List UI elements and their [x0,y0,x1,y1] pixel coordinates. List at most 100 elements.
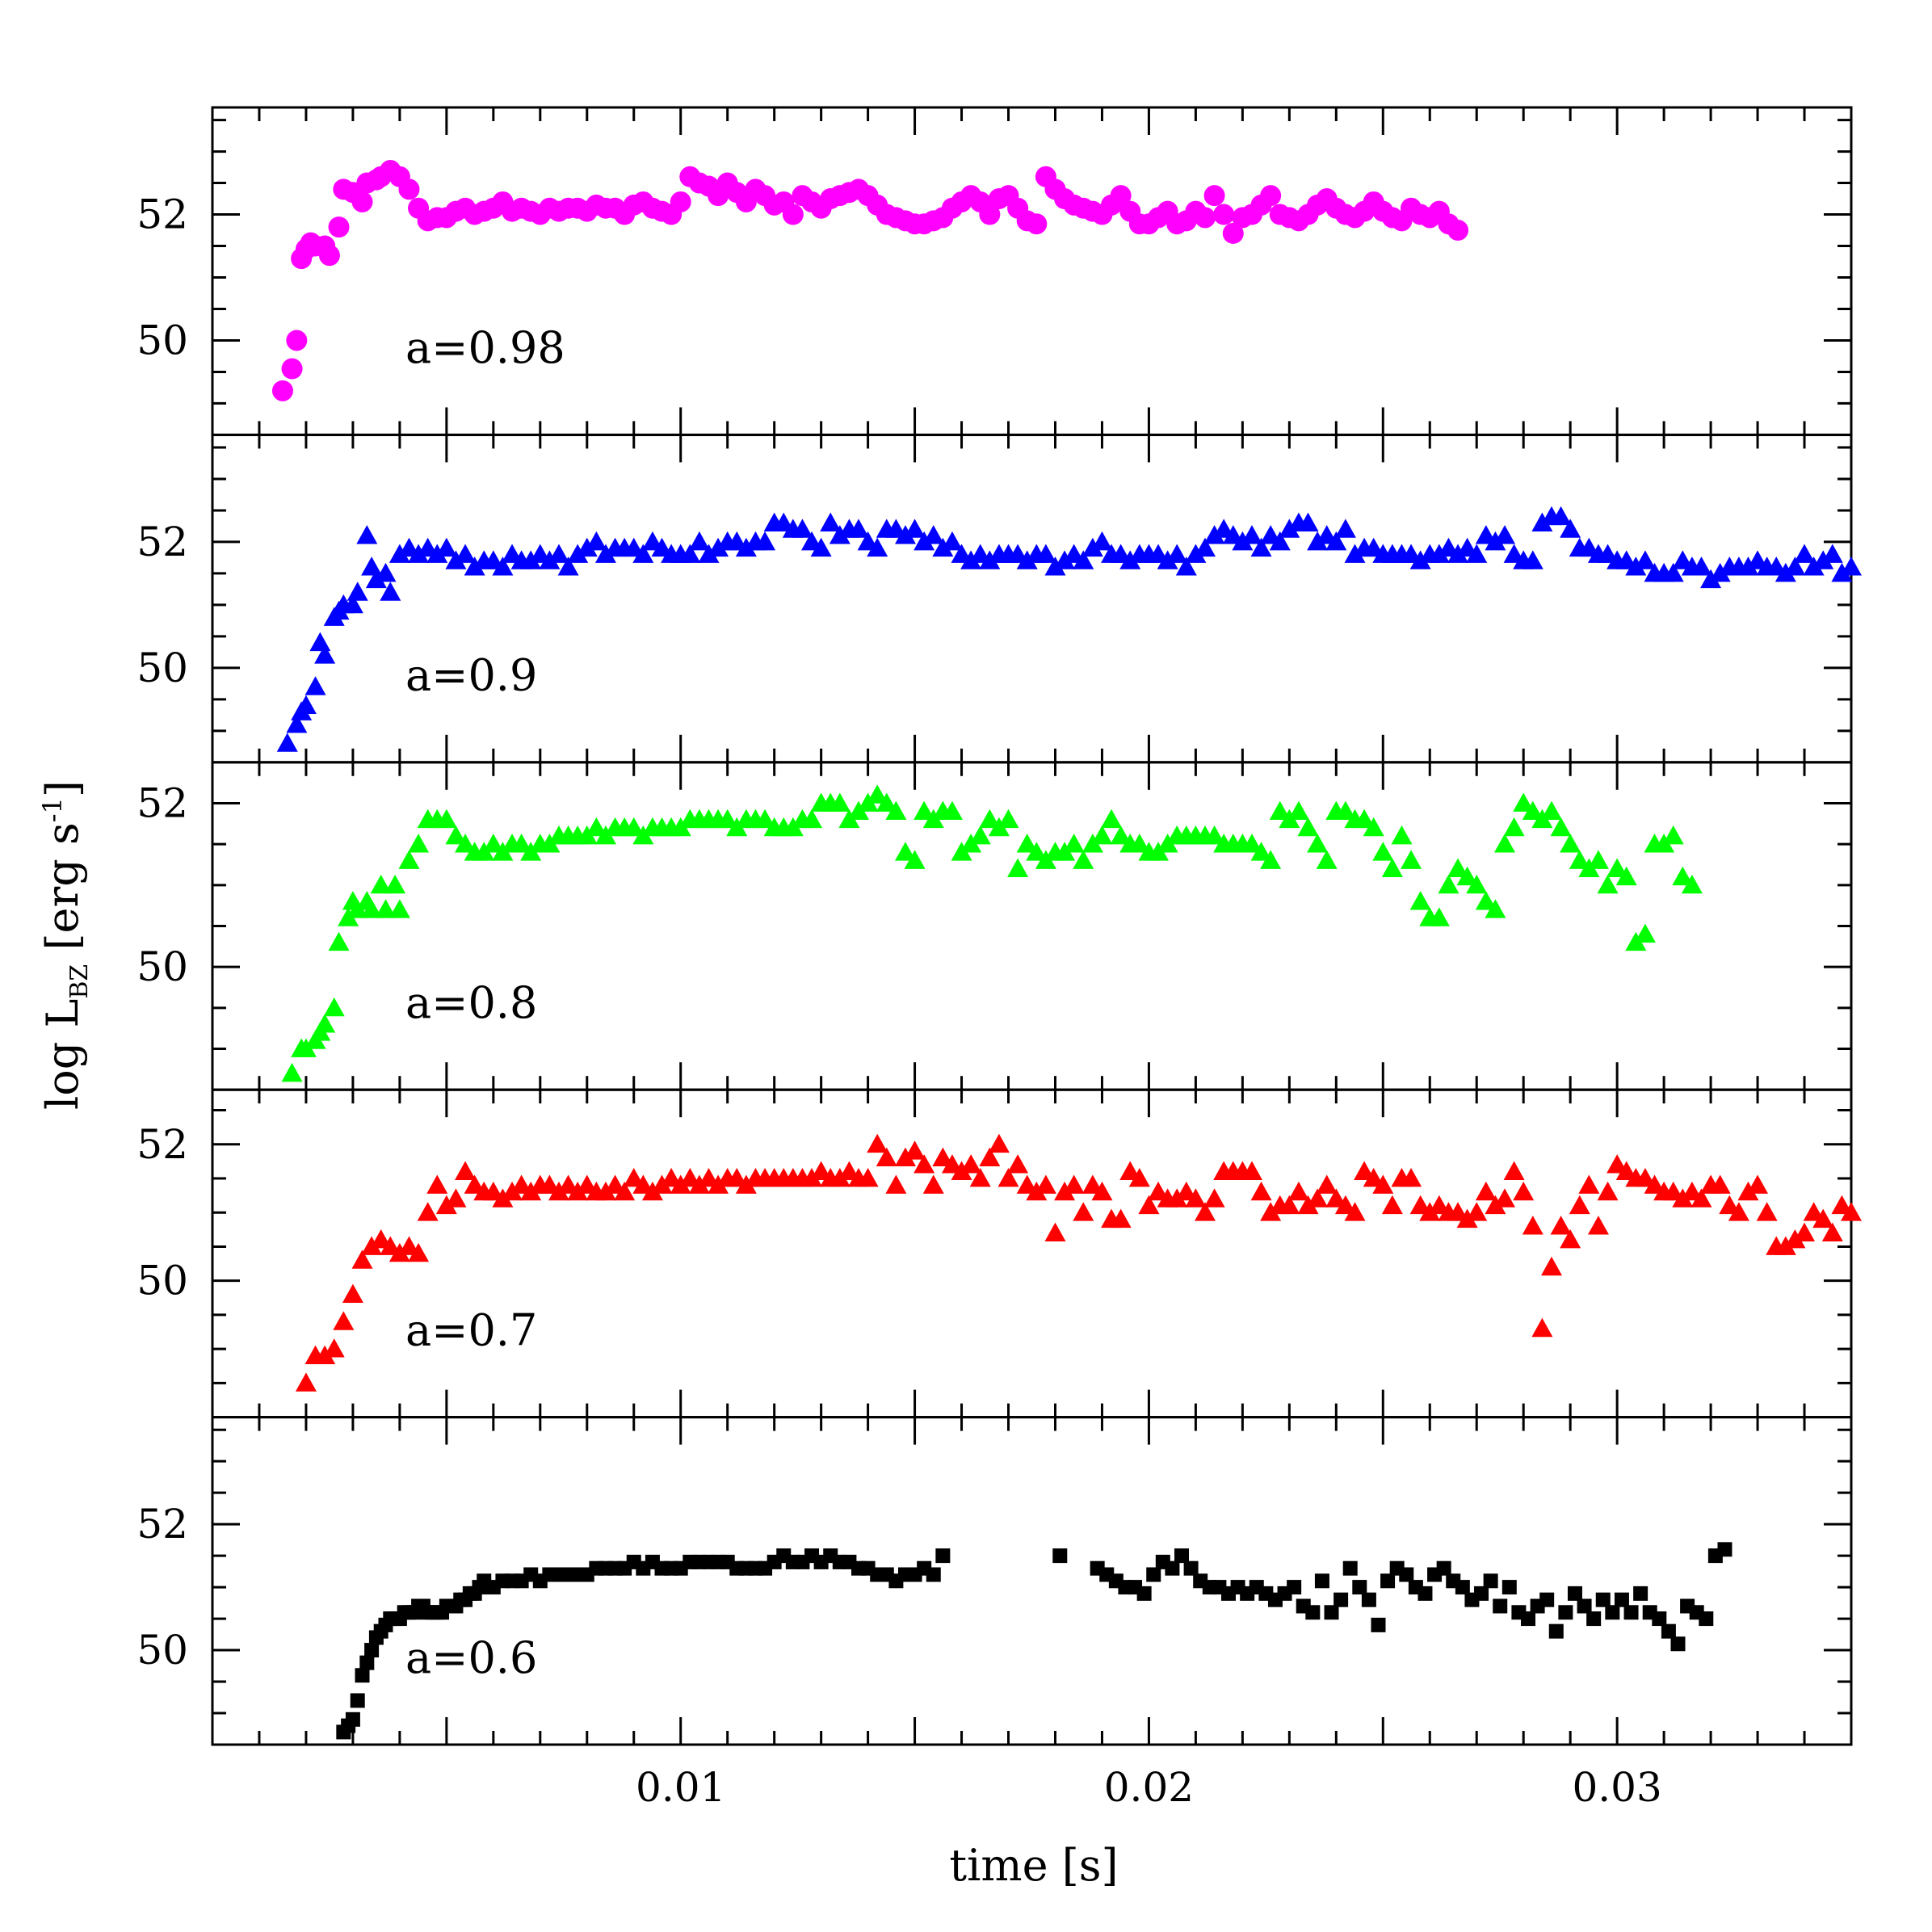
data-point [1662,825,1684,845]
data-point [1119,550,1141,569]
data-point [1662,562,1684,582]
data-point [1250,1181,1272,1201]
data-point [1354,1161,1376,1180]
data-point [586,817,607,837]
data-point [408,544,430,563]
data-point [1586,1611,1602,1627]
panel-frame [211,106,1853,436]
data-point [1447,858,1469,877]
data-point [1185,544,1207,563]
data-point [1662,1181,1684,1201]
data-point [885,800,907,821]
data-point [698,544,720,563]
data-point [1185,1188,1207,1208]
data-point [1548,1623,1564,1639]
data-point [1352,1580,1367,1595]
data-point [1485,899,1506,918]
data-point [1605,1605,1620,1620]
data-point [455,834,477,853]
data-point [1513,1181,1535,1201]
data-point [1203,825,1225,845]
data-point [1794,544,1816,563]
data-point [1091,825,1113,845]
panel-1: 50 52 a=0.98 [136,106,1853,436]
data-point [1334,800,1356,821]
data-point [1241,834,1262,853]
data-point [1681,874,1703,894]
data-point [1016,1174,1038,1194]
data-point [1363,1167,1384,1187]
data-point [426,544,448,563]
panel-label: a=0.98 [405,322,565,373]
data-point [885,1174,907,1194]
data-point [1054,550,1076,569]
data-point [482,834,504,853]
data-point [670,191,691,212]
data-point [1456,866,1478,886]
data-point [867,784,888,804]
data-point [1606,1154,1628,1174]
data-point [435,808,457,829]
data-point [829,1167,850,1187]
data-point [1371,1617,1386,1632]
data-point [1165,1560,1180,1576]
data-point [1774,1236,1796,1255]
data-point [935,1548,951,1564]
y-axis-label-prefix: log L [37,999,88,1110]
data-point [323,997,345,1017]
data-point [346,582,368,601]
data-point [1401,1167,1422,1187]
data-point [351,191,373,212]
data-point [1531,1317,1553,1338]
data-point [1054,1181,1076,1201]
data-point [1136,1586,1152,1601]
data-point [586,531,607,551]
y-axis-label-unit-open: [erg s [37,822,88,964]
data-point [1681,1181,1703,1201]
data-point [998,1167,1019,1187]
data-point [632,544,654,563]
data-point [1493,1598,1508,1614]
data-point [1558,1605,1573,1620]
data-point [941,1154,963,1174]
data-point [388,899,410,918]
data-point [384,874,406,894]
data-point [894,1147,916,1167]
data-point [1569,850,1590,869]
data-point [510,1174,532,1194]
data-point [1494,1188,1516,1208]
data-point [922,1174,944,1194]
y-axis-label: log LBZ [erg s-1] [37,780,94,1110]
data-point [1485,531,1506,551]
data-point [829,525,850,544]
data-point [370,874,392,894]
data-point [979,808,1001,829]
data-point [1794,1222,1816,1241]
data-point [1026,1181,1048,1201]
data-point [801,808,823,829]
data-point [1110,1208,1132,1228]
data-point [979,550,1001,569]
data-point [679,544,701,563]
data-point [914,531,935,551]
data-point [623,817,645,837]
data-point [1522,550,1544,569]
data-point [1063,834,1085,853]
data-point [1540,1256,1562,1276]
series-points [295,1133,1862,1392]
data-point [1466,1202,1488,1221]
data-point [1380,1573,1396,1589]
data-point [455,544,477,563]
data-point [932,537,954,557]
panel-label: a=0.6 [405,1632,537,1683]
data-point [1381,858,1403,877]
y-axis-label-unit-sup: -1 [37,797,68,822]
data-point [1409,891,1431,910]
data-point [1737,1181,1759,1201]
data-point [1587,1216,1609,1235]
data-point [1044,1222,1066,1241]
data-point [1784,556,1806,576]
data-point [688,531,710,551]
data-point [1361,1592,1376,1607]
data-point [1447,544,1469,563]
